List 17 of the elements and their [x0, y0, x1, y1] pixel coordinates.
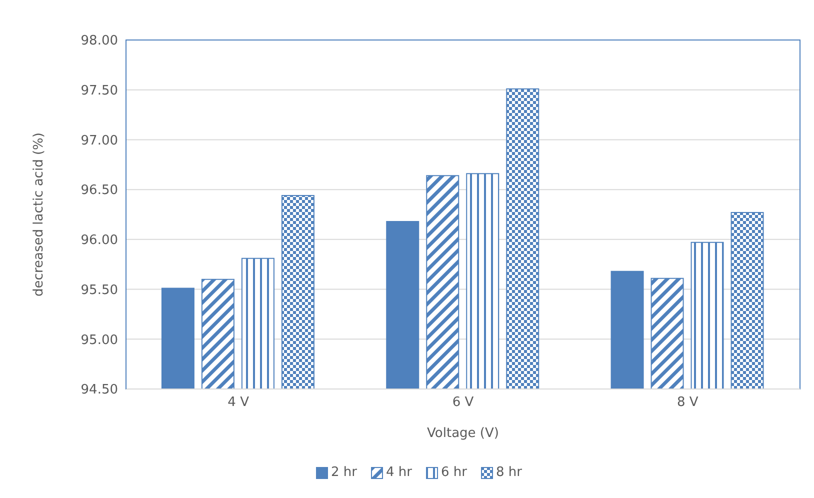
- y-tick-label: 94.50: [80, 382, 118, 398]
- y-axis-title: decreased lactic acid (%): [32, 132, 47, 296]
- x-tick-label: 6 V: [452, 395, 474, 410]
- legend-label: 8 hr: [496, 465, 522, 480]
- y-tick-label: 97.50: [80, 83, 118, 98]
- legend-label: 4 hr: [386, 465, 412, 480]
- legend-label: 2 hr: [331, 465, 357, 480]
- x-tick-label: 8 V: [677, 395, 698, 410]
- y-tick-label: 96.00: [80, 233, 118, 248]
- y-tick-label: 97.00: [80, 133, 118, 148]
- x-tick-label: 4 V: [228, 395, 250, 410]
- y-tick-label: 95.00: [80, 332, 118, 348]
- y-tick-label: 98.00: [80, 34, 118, 49]
- x-axis-title: Voltage (V): [427, 426, 499, 441]
- y-tick-label: 95.50: [80, 282, 118, 298]
- legend-label: 6 hr: [441, 465, 467, 480]
- y-tick-label: 96.50: [80, 183, 118, 198]
